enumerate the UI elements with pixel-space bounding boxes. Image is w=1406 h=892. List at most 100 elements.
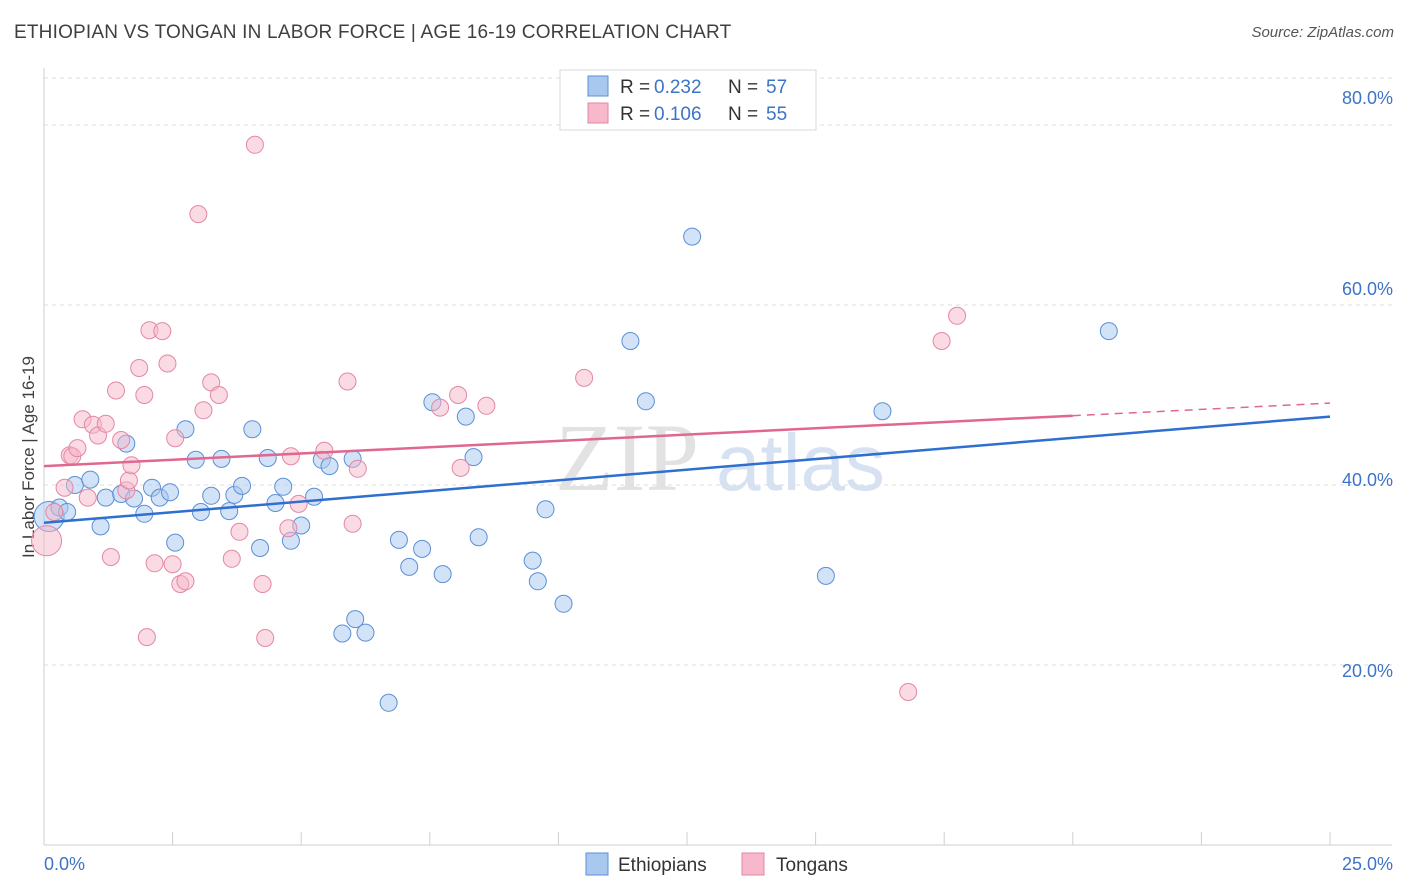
- ethiopians-point: [528, 572, 547, 591]
- bottom-legend-label-ethiopians: Ethiopians: [618, 855, 707, 876]
- ethiopians-point: [636, 392, 655, 411]
- bottom-legend-label-tongans: Tongans: [776, 855, 848, 876]
- ethiopians-point: [379, 693, 398, 712]
- tongans-point: [256, 629, 275, 647]
- gridlines: [44, 77, 1392, 666]
- tongans-point: [145, 554, 164, 573]
- ethiopians-point: [389, 530, 408, 549]
- tongans-point: [449, 386, 468, 404]
- tongans-point: [343, 514, 362, 533]
- tongans-point: [119, 471, 138, 490]
- tongans-point: [451, 458, 470, 477]
- ethiopians-point: [456, 407, 475, 426]
- tongans-point: [315, 441, 334, 460]
- legend-n-value-tongans: 55: [766, 104, 787, 125]
- tongans-point: [158, 354, 177, 373]
- legend-r-label-tongans: R =: [620, 104, 650, 125]
- chart-title: ETHIOPIAN VS TONGAN IN LABOR FORCE | AGE…: [14, 22, 732, 43]
- legend-n-value-ethiopians: 57: [766, 77, 787, 98]
- stats-legend: R = 0.232 N = 57 R = 0.106 N = 55: [559, 69, 817, 131]
- y-tick-label-20: 20.0%: [1342, 661, 1393, 681]
- ethiopians-point: [81, 470, 100, 489]
- tongans-point: [289, 494, 308, 513]
- x-tick-label-min: 0.0%: [44, 854, 85, 874]
- tongans-point: [55, 478, 74, 497]
- tongans-point: [189, 205, 208, 224]
- tongans-point: [477, 396, 496, 415]
- tongans-point: [899, 683, 918, 701]
- ethiopians-point: [873, 402, 892, 421]
- series-tongans-points: [31, 135, 967, 701]
- ethiopians-point: [554, 594, 573, 613]
- tongans-point: [122, 456, 141, 475]
- tongans-point: [45, 503, 64, 521]
- ethiopians-point: [305, 487, 324, 506]
- ethiopians-point: [536, 500, 555, 519]
- tongans-point: [31, 525, 63, 557]
- tongans-point: [932, 332, 951, 350]
- tongans-point: [112, 431, 131, 449]
- ethiopians-point: [621, 332, 640, 350]
- legend-r-value-tongans: 0.106: [654, 104, 702, 125]
- tongans-point: [78, 488, 97, 507]
- y-tick-label-40: 40.0%: [1342, 470, 1393, 490]
- ethiopians-point: [91, 517, 110, 536]
- ethiopians-point: [161, 483, 180, 502]
- legend-r-label-ethiopians: R =: [620, 77, 650, 98]
- tongans-point: [68, 439, 87, 458]
- ethiopians-point: [191, 503, 210, 521]
- ethiopians-point: [166, 533, 185, 552]
- ethiopians-point: [274, 477, 293, 496]
- ethiopians-point: [251, 539, 270, 557]
- tongans-point: [348, 459, 367, 478]
- ethiopians-point: [320, 457, 339, 476]
- series-legend: Ethiopians Tongans: [585, 852, 848, 876]
- tongans-point: [281, 447, 300, 466]
- tongans-point: [166, 429, 185, 448]
- tongans-point: [279, 519, 298, 538]
- legend-swatch-tongans: [587, 102, 609, 124]
- ethiopians-point: [464, 448, 483, 467]
- tongans-point: [948, 306, 967, 325]
- legend-r-value-ethiopians: 0.232: [654, 77, 702, 98]
- y-tick-label-80: 80.0%: [1342, 88, 1393, 108]
- tongans-point: [338, 372, 357, 391]
- tongans-point: [253, 575, 272, 593]
- ethiopians-point: [96, 488, 115, 507]
- source-credit: Source: ZipAtlas.com: [1251, 24, 1394, 41]
- ethiopians-point: [243, 420, 262, 439]
- ethiopians-point: [413, 539, 432, 558]
- ethiopians-point: [220, 502, 239, 521]
- tongans-point: [209, 386, 228, 404]
- tongans-point: [245, 135, 264, 154]
- tongans-point: [222, 549, 241, 568]
- x-tick-label-max: 25.0%: [1342, 854, 1393, 874]
- tongans-point: [107, 381, 126, 400]
- bottom-legend-swatch-ethiopians: [585, 852, 609, 876]
- ethiopians-point: [202, 486, 221, 505]
- axes: [43, 68, 1392, 846]
- ethiopians-trend-line: [43, 415, 1331, 525]
- ethiopians-point: [356, 623, 375, 642]
- tongans-point: [194, 401, 213, 420]
- tongans-point: [137, 628, 156, 647]
- watermark-zip: ZIP: [555, 404, 699, 511]
- ethiopians-point: [433, 565, 452, 584]
- tongans-point: [163, 555, 182, 574]
- tongans-point: [575, 368, 594, 387]
- ethiopians-point: [683, 227, 702, 246]
- ethiopians-point: [258, 449, 277, 467]
- ethiopians-point: [1099, 322, 1118, 341]
- tongans-point: [135, 386, 154, 404]
- y-tick-label-60: 60.0%: [1342, 279, 1393, 299]
- ethiopians-point: [346, 610, 365, 629]
- tongans-point: [130, 359, 149, 377]
- x-tick-marks: [172, 832, 1331, 845]
- ethiopians-point: [523, 551, 542, 570]
- y-axis-label: In Labor Force | Age 16-19: [19, 356, 38, 558]
- ethiopians-point: [333, 624, 352, 643]
- bottom-legend-swatch-tongans: [741, 852, 765, 876]
- legend-n-label-ethiopians: N =: [728, 77, 758, 98]
- ethiopians-point: [400, 557, 419, 576]
